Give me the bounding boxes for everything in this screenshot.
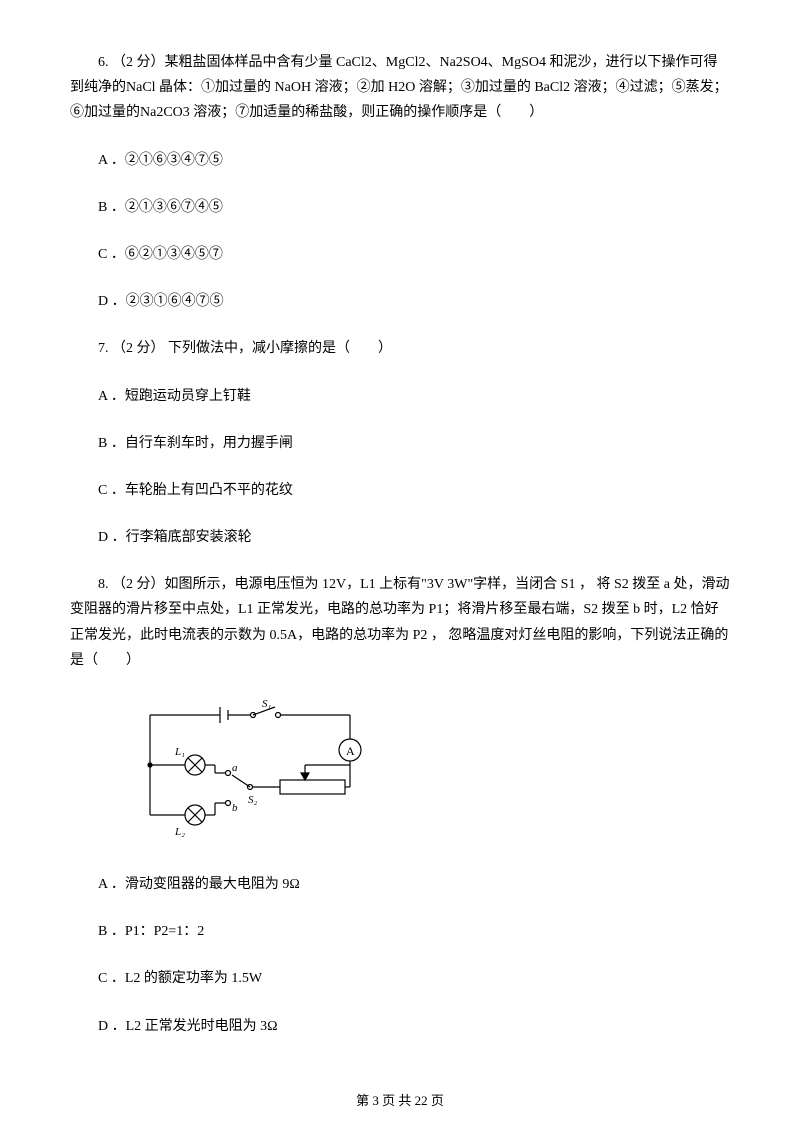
q7-option-c: C ．车轮胎上有凹凸不平的花纹 <box>70 478 730 503</box>
q7-option-b: B ．自行车刹车时，用力握手闸 <box>70 431 730 456</box>
q6-option-b: B ．②①③⑥⑦④⑤ <box>70 195 730 220</box>
q7-option-d: D ．行李箱底部安装滚轮 <box>70 525 730 550</box>
q8-stem: 8. （2 分）如图所示，电源电压恒为 12V，L1 上标有"3V 3W"字样，… <box>70 572 730 673</box>
label-a: a <box>232 762 238 774</box>
q7-stem: 7. （2 分） 下列做法中，减小摩擦的是（ ） <box>70 336 730 361</box>
page-footer: 第 3 页 共 22 页 <box>0 1089 800 1112</box>
label-s1: S₁ <box>262 698 272 710</box>
q8-option-a: A ．滑动变阻器的最大电阻为 9Ω <box>70 872 730 897</box>
circuit-diagram: S₁ A a b S₂ L₁ L₂ <box>140 695 730 850</box>
q6-option-d: D ．②③①⑥④⑦⑤ <box>70 289 730 314</box>
q8-option-d: D ．L2 正常发光时电阻为 3Ω <box>70 1014 730 1039</box>
q8-option-c: C ．L2 的额定功率为 1.5W <box>70 966 730 991</box>
q6-option-a: A ．②①⑥③④⑦⑤ <box>70 148 730 173</box>
label-s2: S₂ <box>248 794 258 806</box>
label-l2: L₂ <box>174 826 185 838</box>
q8-option-b: B ．P1：P2=1：2 <box>70 919 730 944</box>
q6-stem: 6. （2 分）某粗盐固体样品中含有少量 CaCl2、MgCl2、Na2SO4、… <box>70 50 730 126</box>
label-l1: L₁ <box>174 746 185 758</box>
q6-option-c: C ．⑥②①③④⑤⑦ <box>70 242 730 267</box>
label-b: b <box>232 802 238 814</box>
q7-option-a: A ．短跑运动员穿上钉鞋 <box>70 384 730 409</box>
label-ammeter: A <box>346 744 355 758</box>
